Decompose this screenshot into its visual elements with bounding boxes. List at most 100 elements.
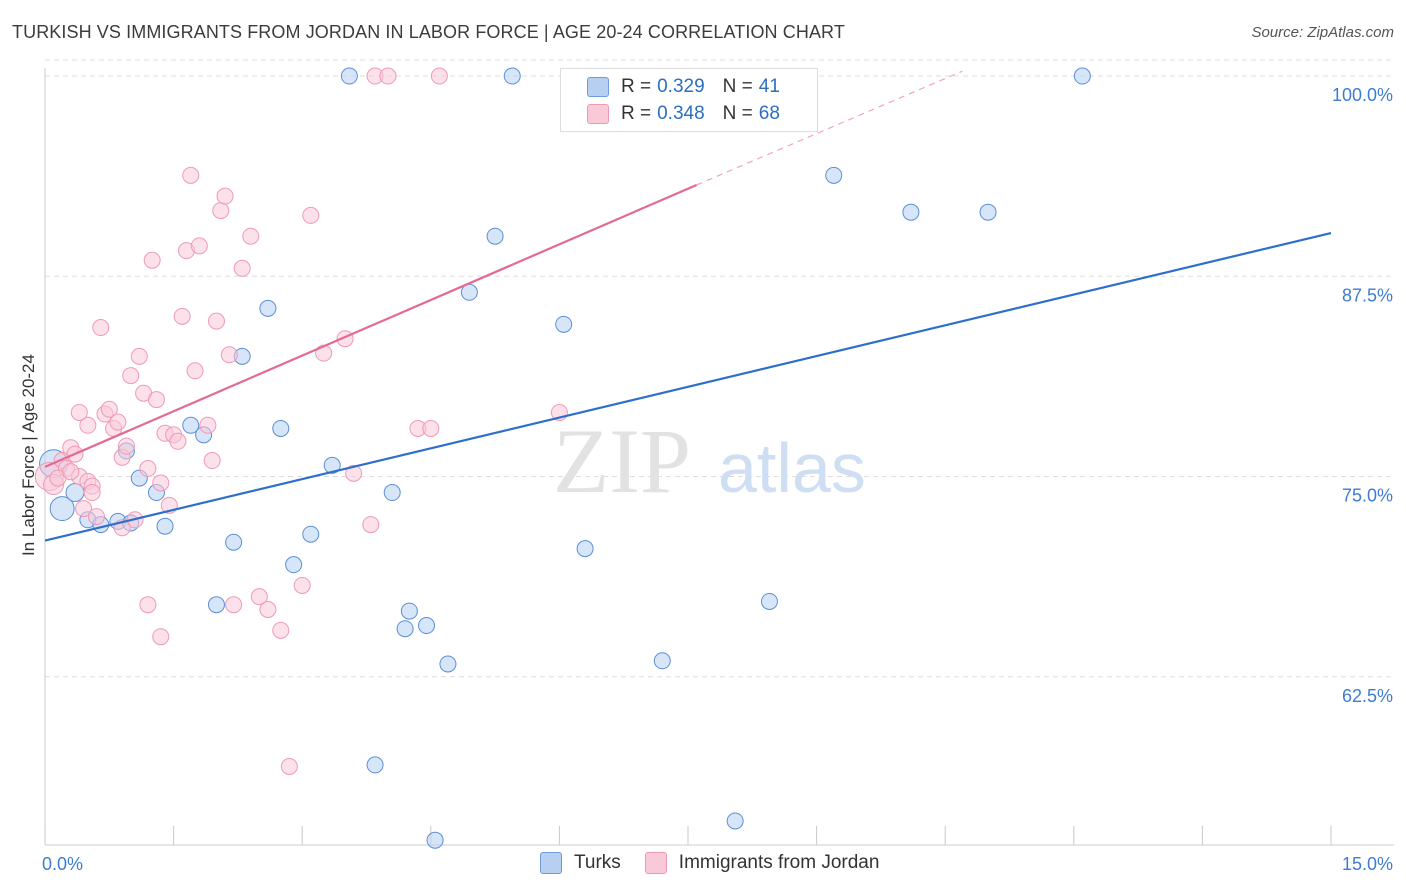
point-jordan-47: [272, 621, 290, 639]
point-turks-30: [555, 315, 573, 333]
legend-r-label: R =: [621, 76, 652, 97]
point-jordan-33: [182, 166, 200, 184]
trend-lines: [44, 70, 1332, 542]
legend-swatch-jordan: [587, 104, 609, 124]
legend-row-turks: R = 0.329 N = 41: [587, 74, 780, 100]
point-jordan-39: [212, 202, 230, 220]
legend-swatch-jordan: [644, 852, 667, 874]
point-turks-34: [760, 592, 778, 610]
x-tick-label-0: 0.0%: [42, 854, 83, 874]
point-jordan-16: [109, 413, 127, 431]
point-jordan-64: [139, 460, 157, 478]
series-legend: Turks Immigrants from Jordan: [540, 852, 903, 874]
legend-n-value-turks: 41: [758, 76, 780, 97]
point-turks-22: [396, 620, 414, 638]
legend-r-value-turks: 0.329: [657, 76, 705, 97]
source-label: Source: ZipAtlas.com: [1251, 24, 1394, 41]
point-jordan-67: [83, 484, 101, 502]
stats-legend: R = 0.329 N = 41 R = 0.348 N = 68: [560, 68, 818, 132]
point-turks-14: [259, 299, 277, 317]
point-jordan-65: [152, 474, 170, 492]
point-turks-28: [426, 831, 444, 849]
data-points: [34, 67, 1091, 849]
point-jordan-24: [143, 251, 161, 269]
point-jordan-21: [130, 347, 148, 365]
legend-n-value-jordan: 68: [758, 103, 780, 124]
point-turks-32: [653, 652, 671, 670]
point-jordan-48: [280, 758, 298, 775]
point-jordan-9: [79, 416, 97, 434]
y-tick-label-1: 75.0%: [1342, 486, 1393, 506]
point-jordan-42: [225, 596, 243, 614]
legend-row-jordan: R = 0.348 N = 68: [587, 101, 780, 127]
watermark: ZIP atlas: [553, 410, 866, 512]
point-jordan-46: [259, 601, 277, 618]
point-jordan-18: [117, 437, 135, 455]
y-tick-label-3: 100.0%: [1332, 85, 1393, 105]
trend-line-turks: [44, 231, 1332, 542]
point-jordan-38: [207, 312, 225, 330]
point-jordan-25: [147, 391, 165, 409]
y-tick-label-0: 62.5%: [1342, 686, 1393, 706]
point-turks-20: [366, 756, 384, 774]
point-jordan-43: [233, 259, 251, 277]
legend-r-label: R =: [621, 103, 652, 124]
watermark-atlas: atlas: [718, 429, 866, 507]
point-jordan-34: [186, 362, 204, 380]
legend-label-turks: Turks: [574, 852, 621, 873]
point-turks-27: [439, 655, 457, 673]
point-jordan-37: [203, 452, 221, 470]
point-turks-21: [383, 484, 401, 502]
point-turks-31: [576, 540, 594, 558]
point-turks-9: [182, 416, 200, 434]
point-turks-8: [156, 517, 174, 535]
point-jordan-31: [173, 307, 191, 325]
legend-item-jordan[interactable]: Immigrants from Jordan: [644, 852, 879, 874]
legend-item-turks[interactable]: Turks: [540, 852, 621, 874]
point-turks-37: [979, 203, 997, 221]
point-jordan-66: [62, 463, 80, 481]
point-jordan-54: [362, 516, 380, 534]
point-turks-16: [285, 556, 303, 574]
point-jordan-30: [169, 432, 187, 450]
y-tick-label-2: 87.5%: [1342, 285, 1393, 305]
point-turks-33: [726, 812, 744, 830]
legend-n-label: N =: [722, 76, 753, 97]
point-jordan-12: [92, 319, 110, 337]
point-turks-36: [902, 203, 920, 221]
point-jordan-35: [190, 237, 208, 255]
point-jordan-11: [87, 508, 105, 526]
grid-lines: [45, 59, 1394, 678]
point-jordan-40: [216, 187, 234, 205]
legend-r-value-jordan: 0.348: [657, 103, 705, 124]
x-tick-label-1: 15.0%: [1342, 854, 1393, 874]
trend-extension-jordan: [696, 70, 963, 186]
point-turks-18: [323, 456, 341, 474]
point-jordan-44: [242, 227, 260, 245]
point-jordan-53: [345, 464, 363, 482]
point-turks-38: [1073, 67, 1091, 85]
point-jordan-56: [379, 67, 397, 85]
point-jordan-7: [75, 500, 93, 518]
point-turks-23: [400, 602, 418, 620]
tick-labels: 62.5% 75.0% 87.5% 100.0% 0.0% 15.0%: [42, 85, 1393, 874]
watermark-zip: ZIP: [553, 410, 691, 512]
point-jordan-23: [139, 596, 157, 614]
point-turks-11: [207, 596, 225, 614]
point-jordan-49: [293, 576, 311, 594]
chart-title: TURKISH VS IMMIGRANTS FROM JORDAN IN LAB…: [12, 22, 845, 42]
point-turks-19: [340, 67, 358, 85]
point-jordan-19: [122, 367, 140, 385]
point-jordan-36: [199, 416, 217, 434]
point-turks-1: [49, 496, 75, 522]
point-jordan-62: [70, 403, 88, 421]
legend-n-label: N =: [722, 103, 753, 124]
point-jordan-26: [152, 628, 170, 646]
point-turks-24: [418, 617, 436, 635]
legend-swatch-turks: [540, 852, 562, 874]
point-jordan-58: [422, 419, 440, 437]
y-axis-label: In Labor Force | Age 20-24: [19, 354, 38, 556]
point-turks-29: [503, 67, 521, 85]
point-jordan-14: [100, 400, 118, 418]
